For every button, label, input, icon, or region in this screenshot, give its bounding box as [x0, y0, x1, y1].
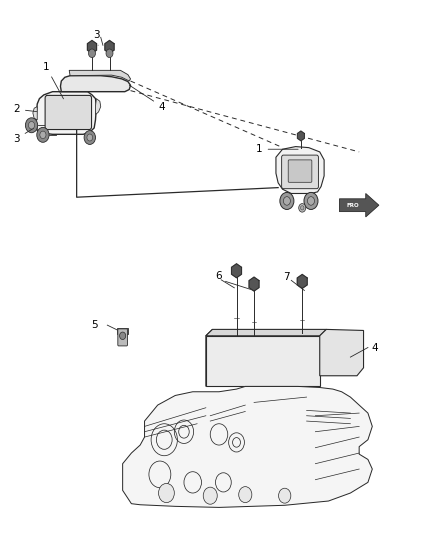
Circle shape [239, 487, 252, 503]
Polygon shape [232, 264, 241, 278]
Polygon shape [60, 76, 131, 92]
Circle shape [40, 131, 46, 139]
Polygon shape [69, 70, 131, 81]
Circle shape [28, 122, 35, 129]
Text: 2: 2 [13, 104, 37, 114]
Text: 7: 7 [283, 272, 290, 282]
Circle shape [87, 134, 92, 141]
Polygon shape [88, 41, 96, 53]
FancyBboxPatch shape [282, 155, 318, 189]
Circle shape [25, 118, 38, 133]
Circle shape [283, 197, 290, 205]
FancyBboxPatch shape [288, 160, 312, 182]
Polygon shape [117, 328, 128, 334]
Text: 4: 4 [129, 85, 166, 111]
Circle shape [304, 192, 318, 209]
Polygon shape [297, 131, 304, 141]
Circle shape [159, 483, 174, 503]
Text: 3: 3 [13, 128, 34, 143]
Circle shape [106, 49, 113, 58]
Circle shape [279, 488, 291, 503]
Circle shape [299, 204, 306, 212]
Text: FRO: FRO [346, 203, 359, 208]
Text: 1: 1 [42, 62, 64, 99]
FancyBboxPatch shape [118, 329, 127, 346]
Text: 3: 3 [93, 30, 100, 45]
Circle shape [37, 127, 49, 142]
Text: 6: 6 [215, 271, 223, 281]
Polygon shape [95, 99, 101, 115]
Polygon shape [206, 336, 320, 386]
Polygon shape [297, 274, 307, 288]
Text: 5: 5 [91, 320, 98, 330]
Polygon shape [36, 92, 96, 134]
Polygon shape [276, 147, 324, 193]
Polygon shape [105, 41, 114, 53]
FancyBboxPatch shape [45, 95, 92, 130]
Polygon shape [33, 107, 37, 120]
Polygon shape [339, 193, 379, 217]
Circle shape [88, 49, 95, 58]
Circle shape [300, 206, 304, 210]
Circle shape [120, 332, 126, 340]
Polygon shape [249, 277, 259, 291]
Polygon shape [320, 329, 364, 376]
Circle shape [280, 192, 294, 209]
Polygon shape [123, 386, 372, 507]
Circle shape [203, 487, 217, 504]
Polygon shape [206, 329, 212, 386]
Circle shape [84, 131, 95, 144]
Polygon shape [206, 329, 326, 336]
Text: 1: 1 [256, 144, 298, 154]
Text: 4: 4 [371, 343, 378, 352]
Circle shape [307, 197, 314, 205]
